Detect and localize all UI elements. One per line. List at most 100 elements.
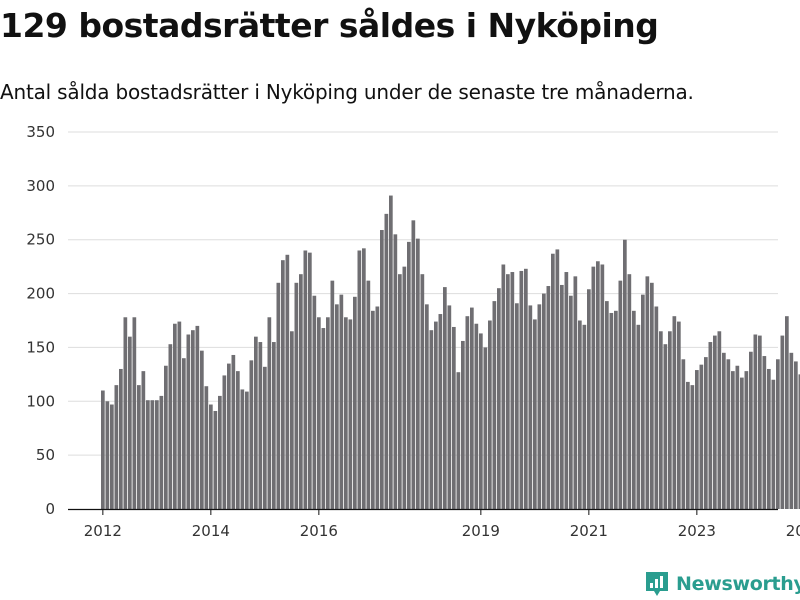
bar: [735, 365, 740, 509]
bar: [551, 253, 555, 509]
bar: [569, 295, 573, 509]
bar: [227, 363, 231, 509]
bar: [573, 276, 578, 509]
bar: [299, 274, 303, 509]
x-tick-label: 2023: [678, 522, 716, 540]
bar: [425, 304, 429, 509]
bar: [312, 295, 317, 509]
bar: [249, 360, 254, 509]
y-tick-label: 50: [36, 446, 55, 464]
x-axis: 2012 2014 2016 2019 2021 2023 2025: [68, 508, 800, 540]
bar: [497, 288, 501, 509]
bar: [173, 323, 177, 509]
x-tick-label: 2021: [570, 522, 608, 540]
bar: [686, 381, 690, 509]
bar: [578, 320, 582, 509]
y-tick-label: 150: [26, 338, 55, 356]
bar: [429, 330, 434, 509]
bar: [681, 359, 686, 509]
bar: [168, 344, 173, 509]
x-tick-label: 2025: [786, 522, 800, 540]
bar: [254, 336, 258, 509]
bar: [443, 287, 447, 509]
bar: [677, 321, 681, 509]
bar: [393, 234, 398, 509]
bar: [258, 342, 263, 509]
bar: [533, 319, 537, 509]
bar: [150, 400, 155, 509]
annotations: 129: [799, 342, 800, 361]
bar: [375, 306, 380, 509]
bar: [722, 352, 726, 509]
bar: [704, 357, 708, 509]
bar: [132, 317, 137, 509]
bar: [614, 310, 618, 509]
brand-name: Newsworthy: [676, 573, 800, 595]
bar: [317, 317, 321, 509]
bar: [456, 372, 461, 509]
bar: [236, 371, 240, 509]
newsworthy-brand: Newsworthy: [644, 568, 800, 600]
bar: [785, 316, 789, 509]
bar: [438, 314, 443, 509]
newsworthy-logo-icon: [646, 572, 668, 596]
bar: [771, 379, 776, 509]
bar: [434, 321, 438, 509]
bar: [582, 324, 587, 509]
bar: [209, 404, 213, 509]
bar: [200, 350, 204, 509]
bar: [506, 274, 510, 509]
chart-title: 129 bostadsrätter såldes i Nyköping: [0, 6, 659, 45]
bar: [618, 280, 623, 509]
bar: [600, 264, 605, 509]
bar: [402, 266, 407, 509]
bar: [366, 280, 371, 509]
bar: [420, 274, 425, 509]
bar: [218, 395, 222, 509]
bar: [726, 359, 731, 509]
bar: [708, 342, 713, 509]
bar: [164, 365, 168, 509]
bar: [753, 334, 758, 509]
data-label: 129: [799, 342, 800, 361]
bar: [141, 371, 146, 509]
bar: [146, 400, 150, 509]
bar: [155, 400, 159, 509]
bar: [717, 331, 722, 509]
bars: [101, 195, 800, 510]
bar: [672, 316, 677, 509]
bar: [474, 323, 479, 509]
bar: [380, 230, 384, 509]
bar: [501, 264, 506, 509]
bar: [524, 268, 528, 509]
bar: [191, 330, 195, 509]
x-tick-label: 2012: [84, 522, 122, 540]
x-tick-label: 2019: [462, 522, 500, 540]
y-tick-label: 250: [26, 231, 55, 249]
bar: [690, 385, 695, 509]
bar: [308, 252, 312, 509]
bar: [276, 282, 281, 509]
bar: [294, 282, 299, 509]
bar: [362, 248, 366, 509]
bar: [740, 377, 744, 509]
bar: [564, 272, 569, 509]
bar: [195, 325, 200, 509]
bar: [605, 301, 609, 509]
bar: [303, 250, 308, 510]
bar: [555, 249, 560, 509]
bar: [636, 324, 641, 509]
bar: [231, 354, 236, 509]
bar: [645, 276, 650, 509]
bar: [411, 220, 416, 509]
bar: [348, 319, 353, 509]
bar: [344, 317, 348, 509]
bar: [560, 284, 564, 509]
bar: [407, 241, 411, 509]
bar: [627, 274, 632, 509]
bar: [542, 293, 546, 509]
bar: [699, 364, 704, 509]
bar: [519, 270, 524, 509]
bar: [447, 305, 452, 509]
bar: [182, 358, 186, 509]
